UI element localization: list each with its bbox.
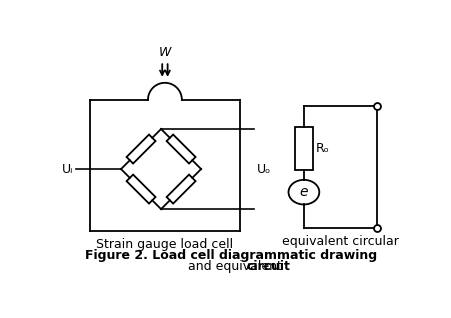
Text: e: e bbox=[299, 185, 308, 199]
Polygon shape bbox=[127, 175, 156, 204]
Text: and equivalent: and equivalent bbox=[189, 259, 286, 273]
Text: W: W bbox=[159, 46, 171, 59]
Polygon shape bbox=[166, 135, 196, 163]
Text: circuit: circuit bbox=[246, 259, 290, 273]
Text: Uₒ: Uₒ bbox=[257, 162, 271, 176]
Polygon shape bbox=[295, 127, 313, 170]
Ellipse shape bbox=[289, 180, 319, 204]
Polygon shape bbox=[166, 175, 196, 204]
Text: Strain gauge load cell: Strain gauge load cell bbox=[97, 238, 234, 251]
Text: equivalent circular: equivalent circular bbox=[282, 235, 399, 248]
Text: Figure 2. Load cell diagrammatic drawing: Figure 2. Load cell diagrammatic drawing bbox=[85, 249, 377, 262]
Text: Uᵢ: Uᵢ bbox=[61, 162, 73, 176]
Polygon shape bbox=[127, 135, 156, 163]
Text: Rₒ: Rₒ bbox=[316, 142, 330, 155]
